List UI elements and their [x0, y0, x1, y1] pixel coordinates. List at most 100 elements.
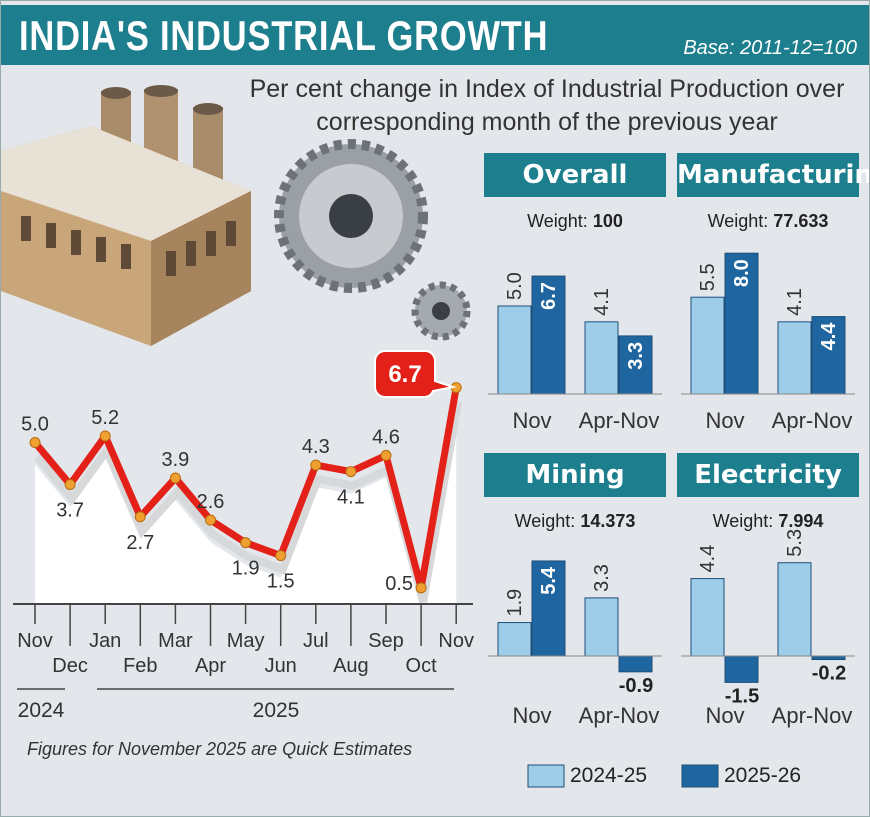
year-label: 2025 — [253, 699, 300, 721]
data-label: 5.2 — [91, 407, 119, 429]
x-tick-label: May — [227, 630, 265, 652]
category-label: Nov — [512, 703, 551, 728]
weight-label: Weight: — [712, 511, 774, 531]
bar-value-label: 5.3 — [784, 529, 806, 557]
bar-value-label: 5.4 — [538, 566, 560, 595]
category-label: Apr-Nov — [579, 408, 660, 433]
panel-weight: Weight: 14.373 — [484, 511, 666, 532]
legend-swatch — [681, 764, 719, 788]
category-label: Apr-Nov — [772, 408, 853, 433]
x-tick-label: Aug — [333, 655, 369, 677]
bar-value-label: 5.0 — [504, 272, 526, 300]
data-point — [205, 514, 216, 526]
factory-icon — [1, 85, 251, 346]
data-point — [345, 466, 357, 478]
data-point — [415, 582, 427, 594]
x-tick-label: Oct — [406, 655, 438, 677]
x-tick-label: Nov — [17, 630, 53, 652]
legend-label: 2024-25 — [570, 764, 648, 787]
weight-label: Weight: — [707, 211, 769, 231]
bar-value-label: 4.4 — [818, 322, 840, 351]
bar-2024-25 — [497, 305, 532, 395]
data-point — [380, 449, 392, 461]
weight-value: 7.994 — [778, 511, 824, 531]
data-label: 4.6 — [372, 426, 400, 448]
bar-value-label: 6.7 — [538, 282, 560, 310]
data-point — [310, 459, 322, 471]
data-point — [29, 437, 41, 448]
data-label: 5.0 — [21, 414, 49, 436]
subtitle: Per cent change in Index of Industrial P… — [249, 75, 845, 136]
x-tick-label: Dec — [52, 655, 88, 677]
panel-weight: Weight: 77.633 — [677, 211, 859, 232]
data-label: 3.9 — [161, 449, 189, 471]
weight-label: Weight: — [527, 211, 588, 231]
data-point — [275, 550, 287, 562]
category-label: Nov — [705, 703, 744, 728]
bar-value-label: 4.4 — [697, 545, 719, 573]
bar-2025-26 — [618, 655, 653, 673]
panel-title-electricity: Electricity — [677, 453, 859, 497]
bar-value-label: 4.1 — [591, 288, 613, 316]
bar-2025-26 — [811, 655, 846, 661]
bar-2025-26 — [618, 335, 653, 395]
panel-weight: Weight: 100 — [484, 211, 666, 232]
bar-2024-25 — [777, 562, 812, 657]
legend-swatch — [527, 764, 565, 788]
bar-2025-26 — [531, 275, 566, 395]
legend-label: 2025-26 — [724, 764, 802, 787]
bar-value-label: 4.1 — [784, 288, 806, 316]
data-label: 4.3 — [302, 436, 330, 458]
data-label: 1.9 — [232, 558, 260, 580]
area-fill — [35, 409, 457, 610]
weight-value: 100 — [592, 211, 623, 231]
data-point — [99, 430, 111, 442]
bar-2024-25 — [584, 597, 619, 657]
data-label: 4.1 — [337, 487, 365, 509]
title: INDIA'S INDUSTRIAL GROWTH — [19, 12, 549, 59]
x-tick-label: Feb — [123, 655, 157, 677]
bar-value-label: -0.2 — [812, 663, 846, 685]
bar-2025-26 — [724, 655, 759, 683]
bar-2025-26 — [531, 560, 566, 657]
panel-title-overall: Overall — [484, 153, 666, 197]
factory-gears-illustration — [1, 85, 471, 346]
x-tick-label: Jul — [303, 630, 329, 652]
base-note: Base: 2011-12=100 — [683, 37, 857, 59]
callout-bubble — [374, 350, 457, 398]
header-bar: INDIA'S INDUSTRIAL GROWTH Base: 2011-12=… — [1, 5, 869, 65]
data-label: 2.6 — [197, 491, 225, 513]
bar-value-label: -1.5 — [725, 685, 759, 707]
x-tick-label: Nov — [438, 630, 474, 652]
bar-2024-25 — [690, 578, 725, 657]
iip-line-chart: Nov 5.0 Dec 3.7 Jan 5.2 Feb 2.7 Mar 3.9 Apr 2.6 May 1… — [13, 350, 474, 721]
bar-value-label: 3.3 — [591, 564, 613, 592]
x-tick-label: Apr — [195, 655, 226, 677]
panel-weight: Weight: 7.994 — [677, 511, 859, 532]
data-label: 2.7 — [126, 532, 154, 554]
data-label: 0.5 — [385, 573, 413, 595]
data-label: 1.5 — [267, 571, 295, 593]
weight-value: 77.633 — [773, 211, 829, 231]
category-label: Apr-Nov — [579, 703, 660, 728]
category-label: Apr-Nov — [772, 703, 853, 728]
bar-2025-26 — [811, 316, 846, 395]
bar-2024-25 — [690, 296, 725, 395]
data-point — [64, 478, 76, 490]
weight-label: Weight: — [514, 511, 576, 531]
weight-value: 14.373 — [580, 511, 636, 531]
x-tick-label: Jan — [89, 630, 121, 652]
bar-value-label: 8.0 — [731, 259, 753, 287]
year-label: 2024 — [18, 699, 65, 721]
bar-value-label: 1.9 — [504, 589, 526, 617]
gear-icon — [274, 139, 471, 341]
bar-value-label: 5.5 — [697, 263, 719, 291]
x-tick-label: Mar — [158, 630, 193, 652]
bar-value-label: 3.3 — [625, 342, 647, 370]
panel-title-manufacturing: Manufacturing — [677, 153, 869, 197]
data-label: 3.7 — [56, 499, 84, 521]
data-point — [240, 537, 252, 549]
data-point — [169, 472, 181, 484]
